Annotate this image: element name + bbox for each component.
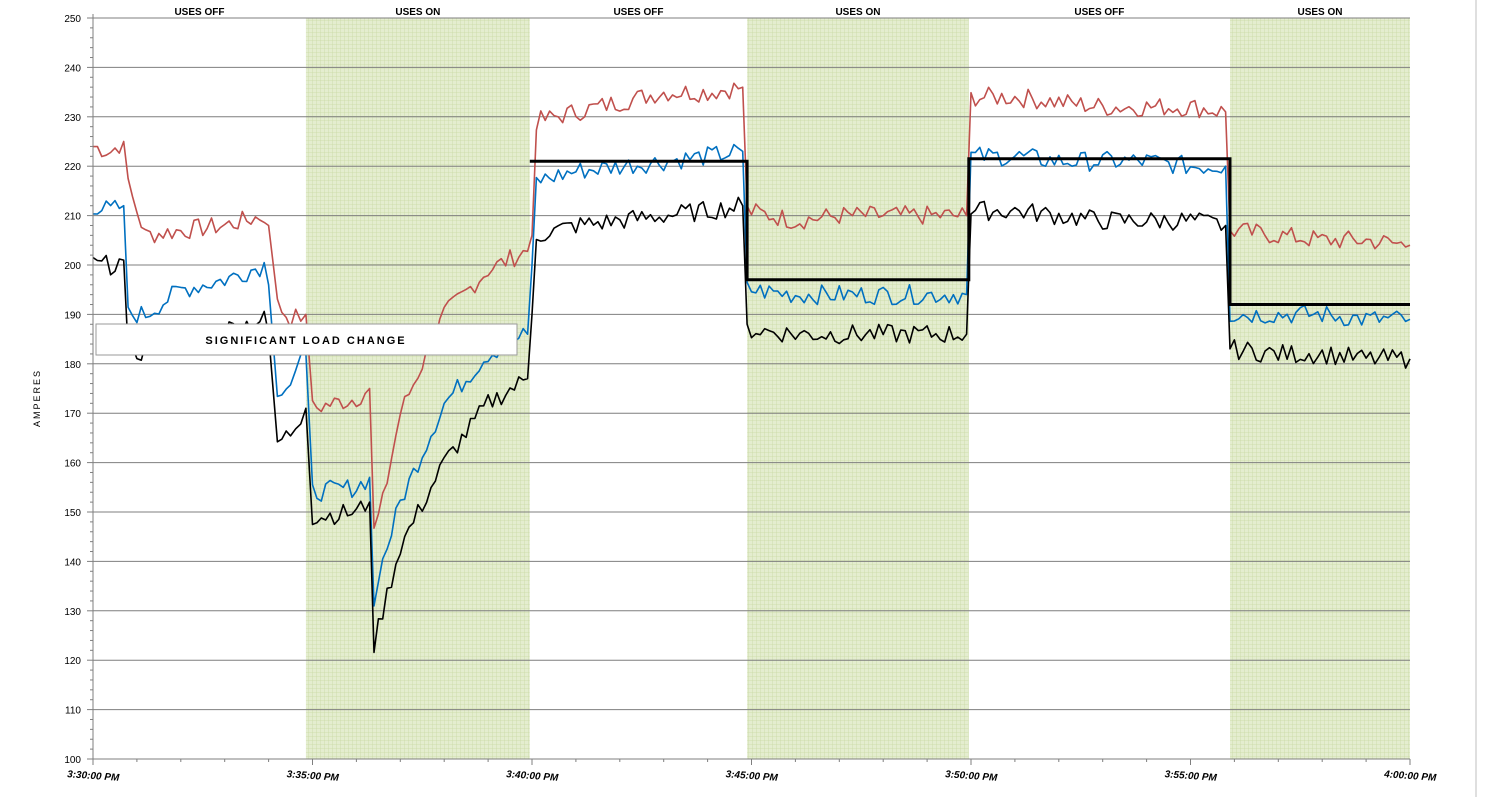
x-tick-label: 3:35:00 PM [286,769,340,784]
tick-labels: 100 110 120 130 140 150 160 170 180 190 200 210 220 2… [64,14,1437,784]
annotation-layer: SIGNIFICANT LOAD CHANGE [95,323,518,356]
series-line [92,196,1411,654]
uses-on-band [1230,18,1410,759]
y-tick-label: 110 [65,706,81,717]
y-tick-label: 190 [64,310,81,321]
y-tick-label: 140 [64,557,81,568]
y-tick-label: 130 [64,607,81,618]
y-tick-label: 160 [64,459,81,470]
band-layer: USES OFF USES ON USES OFF USES ON USES OFF US… [174,7,1410,759]
band-label: USES ON [835,7,880,18]
x-tick-label: 3:40:00 PM [506,769,560,784]
y-tick-label: 210 [64,212,81,223]
x-tick-label: 3:50:00 PM [945,769,999,784]
series-line [92,143,1411,607]
band-label: USES OFF [613,7,663,18]
axes [87,14,1411,765]
y-tick-label: 170 [64,409,81,420]
y-tick-label: 180 [64,360,81,371]
y-tick-label: 240 [64,63,81,74]
y-tick-label: 100 [64,755,81,766]
x-tick-label: 3:55:00 PM [1164,769,1218,784]
band-label: USES ON [395,7,440,18]
band-label: USES OFF [174,7,224,18]
band-label: USES OFF [1074,7,1124,18]
y-tick-label: 220 [64,162,81,173]
x-tick-label: 3:30:00 PM [67,769,121,784]
y-tick-label: 230 [64,113,81,124]
y-tick-label: 250 [64,14,81,25]
y-tick-label: 120 [64,656,81,667]
annotation-box [95,323,518,356]
uses-on-band [305,18,530,759]
annotation-label: SIGNIFICANT LOAD CHANGE [205,335,406,347]
series-line [92,82,1411,529]
band-label: USES ON [1297,7,1342,18]
average-step-line [529,157,1410,306]
y-tick-label: 200 [64,261,81,272]
x-tick-label: 4:00:00 PM [1383,769,1438,784]
x-tick-label: 3:45:00 PM [725,769,779,784]
y-axis-label: AMPERES [32,369,42,427]
uses-on-band [747,18,969,759]
series-layer [92,82,1411,654]
y-tick-label: 150 [64,508,81,519]
